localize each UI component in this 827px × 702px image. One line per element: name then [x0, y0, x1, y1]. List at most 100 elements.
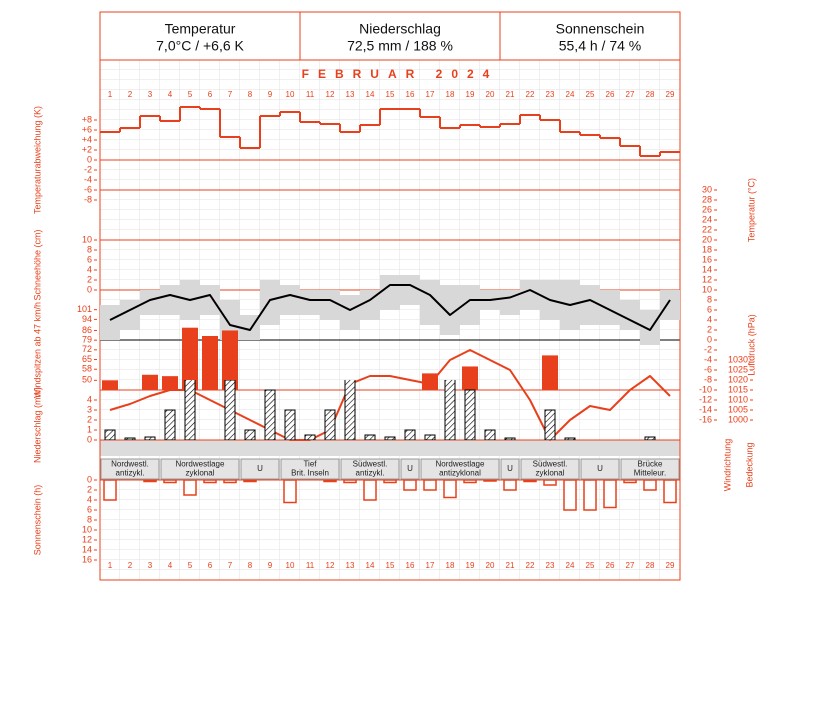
day-label: 25: [586, 90, 595, 99]
day-label: 10: [286, 90, 295, 99]
bar: [523, 479, 537, 483]
weather-type-box: [100, 458, 160, 480]
range-band: [620, 300, 640, 330]
bar: [183, 479, 197, 496]
y-tick-label: 4: [707, 314, 712, 324]
y-tick-label: 2: [87, 274, 92, 284]
weather-type-label: U: [407, 464, 413, 473]
weather-type-box: [340, 458, 400, 480]
y-tick-label: -4: [84, 174, 92, 184]
day-label: 9: [268, 561, 273, 570]
day-label: 5: [188, 90, 193, 99]
bar: [184, 380, 196, 440]
header-title: Sonnenschein: [556, 21, 645, 37]
y-tick-label: 94: [82, 314, 92, 324]
day-label: 7: [228, 90, 233, 99]
y-tick-label: 20: [702, 234, 712, 244]
range-band: [660, 290, 680, 320]
day-label: 27: [626, 90, 635, 99]
bar: [142, 374, 158, 390]
y-tick-label: 22: [702, 224, 712, 234]
day-label: 4: [168, 561, 173, 570]
weather-type-label: Nordwestl.: [111, 460, 149, 469]
day-label: 12: [326, 561, 335, 570]
day-label: 8: [248, 561, 253, 570]
bar: [124, 437, 136, 440]
range-band: [460, 285, 480, 325]
axis-label: Temperaturabweichung (K): [32, 106, 42, 214]
bar: [644, 436, 656, 440]
bar: [544, 409, 556, 440]
wind-cloud-band: [100, 440, 680, 456]
range-band: [640, 310, 660, 345]
y-tick-label: 1010: [728, 394, 748, 404]
y-tick-label: 2: [87, 414, 92, 424]
y-tick-label: 12: [82, 534, 92, 544]
axis-label: Sonnenschein (h): [32, 485, 42, 556]
bar: [422, 373, 438, 390]
range-band: [380, 275, 400, 310]
bar: [363, 479, 377, 501]
day-label: 9: [268, 90, 273, 99]
bar: [663, 479, 677, 504]
day-label: 21: [506, 561, 515, 570]
day-label: 1: [108, 561, 113, 570]
bar: [543, 479, 557, 486]
weather-type-label: Tief: [303, 460, 317, 469]
y-tick-label: 1000: [728, 414, 748, 424]
y-tick-label: 4: [87, 264, 92, 274]
weather-type-label: Südwestl.: [353, 460, 388, 469]
bar: [264, 389, 276, 440]
day-label: 15: [386, 90, 395, 99]
header-value: 72,5 mm / 188 %: [347, 38, 453, 54]
bar: [623, 479, 637, 484]
bar: [384, 436, 396, 440]
bar: [164, 409, 176, 440]
weather-type-box: [400, 458, 420, 480]
bar: [423, 479, 437, 491]
day-label: 21: [506, 90, 515, 99]
y-tick-label: 101: [77, 304, 92, 314]
bar: [182, 327, 198, 390]
y-tick-label: -2: [704, 344, 712, 354]
weather-type-box: [160, 458, 240, 480]
day-label: 28: [646, 561, 655, 570]
y-tick-label: 8: [707, 294, 712, 304]
range-band: [260, 280, 280, 325]
y-tick-label: -4: [704, 354, 712, 364]
day-label: 22: [526, 90, 535, 99]
bar: [504, 437, 516, 440]
weather-type-box: [620, 458, 680, 480]
day-label: 23: [546, 90, 555, 99]
bar: [323, 479, 337, 483]
y-tick-label: 0: [87, 434, 92, 444]
range-band: [220, 300, 240, 340]
day-label: 2: [128, 90, 133, 99]
bar: [403, 479, 417, 491]
day-label: 26: [606, 90, 615, 99]
y-tick-label: 12: [702, 274, 712, 284]
axis-label: Schneehöhe (cm): [32, 229, 42, 300]
day-label: 4: [168, 90, 173, 99]
bar: [484, 429, 496, 440]
bar: [143, 479, 157, 483]
y-tick-label: 26: [702, 204, 712, 214]
line: [109, 349, 671, 441]
row-label: Bedeckung: [744, 442, 754, 487]
y-tick-label: 2: [87, 484, 92, 494]
y-tick-label: 58: [82, 364, 92, 374]
day-label: 27: [626, 561, 635, 570]
y-tick-label: 1015: [728, 384, 748, 394]
y-tick-label: 1020: [728, 374, 748, 384]
y-tick-label: +2: [82, 144, 92, 154]
y-tick-label: 1005: [728, 404, 748, 414]
bar: [583, 479, 597, 511]
bar: [222, 330, 238, 390]
bar: [503, 479, 517, 491]
bar: [343, 479, 357, 484]
y-tick-label: 0: [707, 334, 712, 344]
range-band: [360, 290, 380, 320]
weather-type-label: U: [597, 464, 603, 473]
y-tick-label: 6: [87, 254, 92, 264]
